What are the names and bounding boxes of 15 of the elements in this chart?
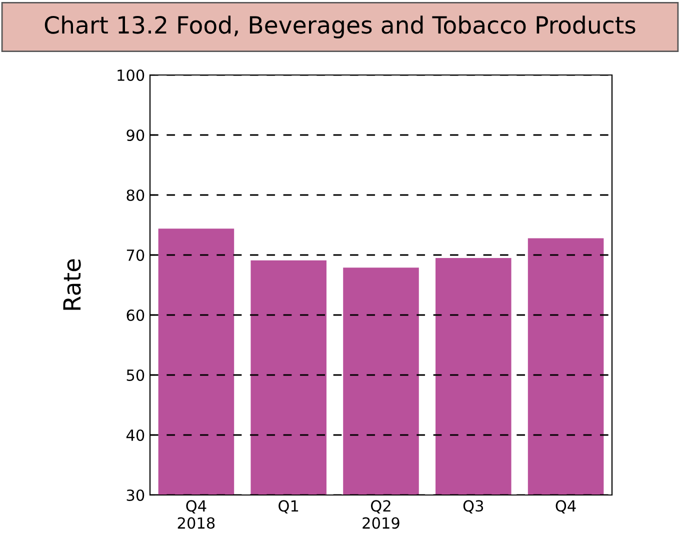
- y-tick-label: 30: [126, 489, 144, 502]
- y-tick-label: 50: [126, 369, 144, 382]
- y-tick-label: 100: [118, 69, 144, 82]
- y-tick-label: 60: [126, 309, 144, 322]
- x-tick-label: Q4 2018: [178, 500, 215, 529]
- y-tick-label: 80: [126, 189, 144, 202]
- y-tick-label: 40: [126, 429, 144, 442]
- y-tick-label: 70: [126, 249, 144, 262]
- x-tick-label: Q2 2019: [362, 500, 400, 529]
- x-tick-label: Q1: [278, 500, 298, 514]
- chart-title: Chart 13.2 Food, Beverages and Tobacco Products: [44, 16, 636, 38]
- x-tick-label: Q3: [463, 500, 484, 514]
- x-tick-label: Q4: [556, 500, 576, 514]
- y-tick-label: 90: [126, 129, 144, 142]
- y-axis-title: Rate: [63, 259, 81, 310]
